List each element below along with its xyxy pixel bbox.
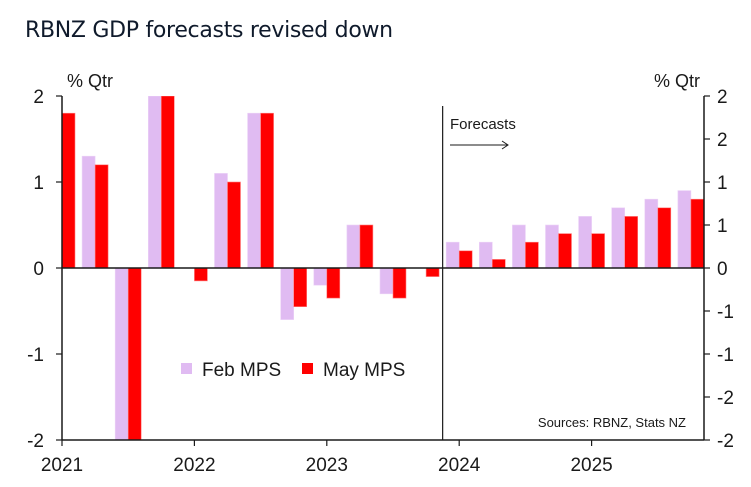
legend-label-feb: Feb MPS (202, 360, 281, 381)
right-tick-label: -1 (717, 302, 734, 323)
bar-may-q1-2025 (591, 233, 605, 269)
x-tick-label: 2023 (306, 455, 348, 476)
bar-may-q4-2023 (425, 267, 440, 277)
legend: Feb MPS May MPS (181, 360, 405, 381)
bar-may-q1-2024 (458, 250, 473, 269)
bar-may-q3-2025 (657, 207, 672, 269)
bar-feb-q3-2021 (114, 267, 129, 440)
bar-may-q1-2023 (326, 267, 341, 299)
bar-may-q1-2022 (194, 267, 208, 282)
bars-group (62, 96, 704, 440)
right-tick-label: 2 (717, 87, 728, 108)
right-tick-label: 0 (717, 259, 728, 280)
bar-may-q2-2021 (94, 164, 109, 269)
bar-may-q3-2021 (127, 267, 142, 440)
right-tick-label: -2 (717, 388, 734, 409)
left-tick-label: 2 (33, 87, 44, 108)
right-tick-label: -1 (717, 345, 734, 366)
bar-feb-q2-2025 (611, 207, 626, 269)
bar-may-q3-2023 (392, 267, 407, 299)
bar-feb-q4-2021 (148, 96, 162, 269)
bar-feb-q2-2023 (346, 224, 361, 269)
bar-may-q3-2022 (260, 112, 274, 269)
right-axis-unit-label: % Qtr (654, 71, 700, 91)
bar-may-q2-2023 (359, 224, 374, 269)
right-ticks: 2 2 1 1 0 -1 -1 -2 -2 (704, 87, 734, 452)
bar-may-q4-2025 (690, 198, 704, 269)
bar-may-q4-2021 (161, 96, 175, 269)
x-tick-label: 2021 (41, 455, 83, 476)
bar-may-q3-2024 (525, 241, 539, 269)
bar-feb-q3-2022 (247, 112, 261, 269)
bar-may-q2-2024 (491, 259, 506, 269)
bar-may-q4-2022 (293, 267, 308, 308)
x-ticks: 2021 2022 2023 2024 2025 (41, 440, 613, 476)
x-tick-label: 2024 (438, 455, 481, 476)
left-tick-label: -2 (27, 431, 44, 452)
bar-feb-q1-2023 (313, 267, 328, 286)
right-tick-label: -2 (717, 431, 734, 452)
bar-feb-q1-2024 (445, 241, 460, 269)
left-axis-unit-label: % Qtr (67, 71, 113, 91)
left-tick-label: -1 (27, 345, 44, 366)
left-ticks: 2 1 0 -1 -2 (27, 87, 62, 452)
x-tick-label: 2022 (173, 455, 215, 476)
left-tick-label: 1 (33, 173, 44, 194)
bar-feb-q2-2021 (81, 155, 96, 269)
bar-may-q2-2022 (227, 181, 241, 269)
forecasts-annotation: Forecasts (450, 116, 516, 133)
right-tick-label: 2 (717, 130, 728, 151)
source-note: Sources: RBNZ, Stats NZ (538, 415, 686, 430)
legend-swatch-may (302, 363, 313, 374)
bar-feb-q2-2024 (478, 241, 493, 269)
legend-swatch-feb (181, 363, 192, 374)
right-tick-label: 1 (717, 216, 728, 237)
x-tick-label: 2025 (570, 455, 612, 476)
legend-label-may: May MPS (323, 360, 405, 381)
right-tick-label: 1 (717, 173, 728, 194)
bar-feb-q3-2024 (512, 224, 526, 269)
bar-feb-q4-2022 (280, 267, 295, 320)
chart-title: RBNZ GDP forecasts revised down (25, 18, 393, 43)
bar-may-q2-2025 (624, 216, 639, 269)
bar-may-q1-2021 (62, 112, 76, 269)
bar-feb-q4-2025 (677, 190, 692, 269)
bar-feb-q3-2025 (644, 198, 659, 269)
bar-feb-q4-2024 (545, 224, 559, 269)
bar-feb-q3-2023 (379, 267, 394, 295)
forecast-arrow-icon (450, 140, 509, 150)
bar-feb-q1-2025 (578, 216, 592, 269)
left-tick-label: 0 (33, 259, 44, 280)
bar-may-q4-2024 (558, 233, 572, 269)
bar-feb-q2-2022 (214, 173, 228, 269)
